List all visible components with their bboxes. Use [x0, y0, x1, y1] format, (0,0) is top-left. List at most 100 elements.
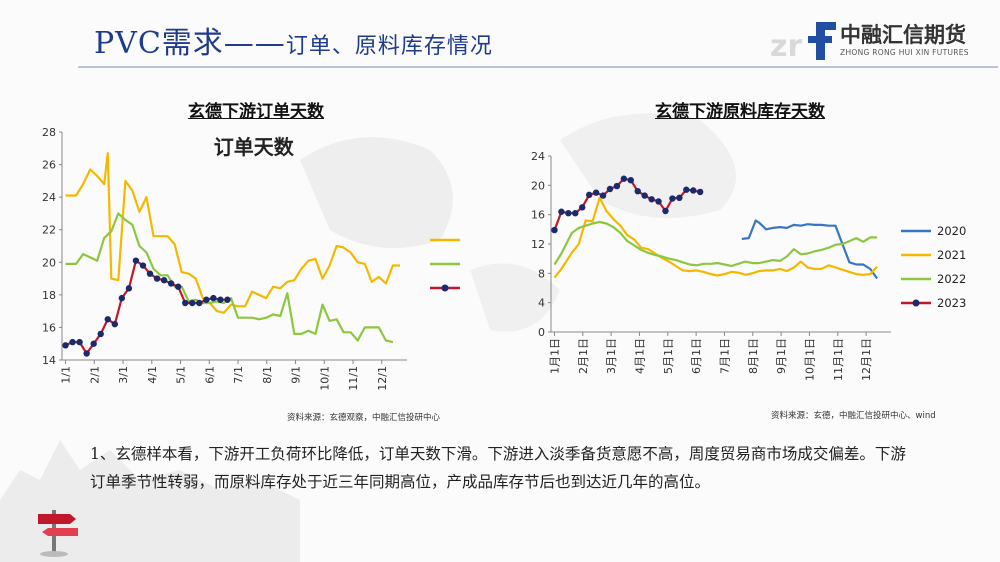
svg-text:zr: zr	[770, 29, 802, 62]
point-2023	[210, 294, 217, 302]
point-2023	[558, 208, 565, 215]
page-title: PVC需求——订单、原料库存情况	[94, 18, 493, 62]
point-2023	[683, 186, 690, 193]
point-2023	[613, 182, 621, 190]
point-2023	[669, 195, 676, 202]
point-2023	[125, 285, 133, 292]
x-tick-label: 6月1日	[690, 338, 703, 374]
point-2023	[217, 296, 224, 303]
x-tick-label: 9/1	[290, 366, 303, 384]
x-tick-label: 1/1	[60, 366, 73, 384]
x-tick-label: 6/1	[203, 366, 216, 384]
point-2023	[104, 316, 111, 323]
point-2023	[585, 191, 593, 199]
x-tick-label: 8月1日	[747, 338, 760, 374]
series-line-2020	[741, 219, 878, 280]
point-2023	[146, 270, 154, 277]
point-2023	[160, 277, 168, 284]
point-2023	[572, 210, 579, 217]
x-tick-label: 11月1日	[832, 338, 845, 381]
point-2023	[167, 280, 175, 287]
point-2023	[189, 299, 196, 307]
y-tick-label: 24	[42, 191, 56, 204]
point-2023	[579, 204, 586, 211]
point-2023	[662, 207, 669, 215]
y-tick-label: 28	[42, 126, 56, 139]
x-tick-label: 3月1日	[605, 338, 618, 374]
company-logo: zr 中融汇信期货 ZHONG RONG HUI XIN FUTURES	[768, 14, 983, 64]
point-2023	[111, 320, 119, 328]
x-tick-label: 10/1	[318, 366, 331, 391]
point-2023	[676, 194, 683, 201]
point-2023	[634, 188, 641, 195]
y-tick-label: 14	[42, 354, 56, 367]
x-tick-label: 7月1日	[718, 338, 731, 374]
series-line-2023	[65, 259, 228, 355]
point-2023	[696, 188, 704, 196]
header-rule	[78, 66, 998, 68]
x-tick-label: 4/1	[146, 366, 159, 384]
y-tick-label: 20	[42, 256, 56, 269]
series-line-2022	[553, 220, 878, 268]
chart-inner-title: 订单天数	[214, 135, 295, 159]
point-2023	[69, 338, 76, 346]
y-tick-label: 12	[531, 238, 545, 251]
x-tick-label: 8/1	[261, 366, 274, 384]
zrf-logo-mark: zr	[770, 22, 836, 62]
legend-marker-2023	[912, 299, 920, 307]
series-line-2021	[65, 152, 400, 314]
x-tick-label: 2月1日	[577, 338, 590, 374]
title-main: PVC需求——	[94, 26, 286, 61]
raw-material-inventory-chart: 0 4 8 12 16 20 24 1月1日 2月1日 3月1日 4月1日 5月1日 6月1日 7月1日 8…	[531, 150, 966, 381]
y-tick-label: 26	[42, 159, 56, 172]
x-tick-label: 12月1日	[860, 338, 873, 381]
point-2023	[90, 340, 97, 347]
y-tick-label: 22	[42, 224, 56, 237]
analysis-line-2: 订单季节性转弱，而原料库存处于近三年同期高位，产成品库存节后也到达近几年的高位。	[90, 473, 711, 491]
y-tick-label: 20	[531, 179, 545, 192]
legend-label-2022: 2022	[937, 272, 966, 286]
analysis-line-1: 1、玄德样本看，下游开工负荷环比降低，订单天数下滑。下游进入淡季备货意愿不高，周…	[90, 445, 906, 463]
x-tick-label: 4月1日	[633, 338, 646, 374]
x-tick-label: 11/1	[347, 366, 360, 391]
point-2023	[196, 299, 203, 307]
y-tick-label: 24	[531, 150, 545, 163]
point-2023	[132, 257, 140, 264]
y-tick-label: 8	[538, 267, 545, 280]
point-2023	[627, 177, 634, 184]
point-2023	[139, 262, 147, 269]
y-tick-label: 16	[42, 321, 56, 334]
title-sub: 订单、原料库存情况	[285, 34, 493, 59]
point-2023	[76, 338, 83, 346]
point-2023	[62, 342, 69, 349]
chart2-heading: 玄德下游原料库存天数	[655, 102, 825, 122]
point-2023	[620, 175, 628, 182]
point-2023	[592, 189, 600, 196]
point-2023	[182, 299, 189, 307]
point-2023	[203, 296, 210, 303]
chart1-heading: 玄德下游订单天数	[188, 102, 324, 122]
point-2023	[599, 192, 607, 199]
point-2023	[97, 330, 104, 338]
y-tick-label: 0	[538, 326, 545, 339]
series-line-2022	[65, 212, 394, 344]
chart1-source: 资料来源：玄德观察，中融汇信投研中心	[287, 413, 441, 423]
point-2023	[565, 210, 572, 217]
point-2023	[174, 283, 182, 290]
x-tick-label: 3/1	[117, 366, 130, 384]
point-2023	[224, 296, 231, 303]
analysis-text: 1、玄德样本看，下游开工负荷环比降低，订单天数下滑。下游进入淡季备货意愿不高，周…	[90, 440, 970, 496]
legend-marker-2023	[441, 284, 449, 292]
x-tick-label: 2/1	[88, 366, 101, 384]
series-line-2021	[553, 196, 878, 279]
legend-label-2021: 2021	[937, 248, 966, 262]
x-tick-label: 5/1	[175, 366, 188, 384]
legend-label-2020: 2020	[937, 224, 966, 238]
x-tick-label: 10月1日	[803, 338, 816, 381]
x-tick-label: 7/1	[232, 366, 245, 384]
point-2023	[153, 275, 161, 282]
y-tick-label: 16	[531, 209, 545, 222]
point-2023	[118, 294, 126, 302]
point-2023	[641, 192, 648, 199]
series-line-2023	[553, 177, 701, 231]
